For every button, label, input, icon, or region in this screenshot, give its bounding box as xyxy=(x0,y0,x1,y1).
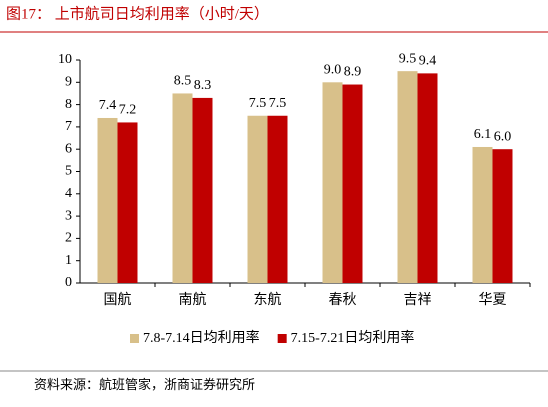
chart-title: 图17： 上市航司日均利用率（小时/天） xyxy=(6,5,269,22)
bar xyxy=(172,93,193,283)
value-label: 6.0 xyxy=(494,129,512,144)
bar xyxy=(322,82,343,283)
bar xyxy=(342,84,363,283)
bar xyxy=(472,146,493,283)
y-tick-label: 5 xyxy=(65,164,72,179)
value-label: 9.4 xyxy=(419,54,437,69)
value-label: 7.4 xyxy=(99,98,117,113)
y-tick-label: 3 xyxy=(65,208,72,223)
bar xyxy=(192,97,213,283)
bar xyxy=(267,115,288,283)
bar xyxy=(492,149,513,283)
value-label: 8.3 xyxy=(194,78,212,93)
y-tick-label: 6 xyxy=(65,141,72,156)
x-tick-label: 华夏 xyxy=(479,292,507,308)
y-tick-label: 2 xyxy=(65,231,72,246)
bar xyxy=(97,117,118,283)
bar xyxy=(247,115,268,283)
value-label: 7.2 xyxy=(119,103,137,118)
y-tick-label: 7 xyxy=(65,119,72,134)
source: 资料来源：航班管家，浙商证券研究所 xyxy=(34,377,255,392)
value-label: 7.5 xyxy=(249,96,267,111)
x-tick-label: 东航 xyxy=(254,292,282,308)
value-label: 6.1 xyxy=(474,127,492,142)
legend-swatch xyxy=(277,334,287,343)
x-tick-label: 吉祥 xyxy=(404,292,432,308)
x-tick-label: 春秋 xyxy=(329,292,357,308)
value-label: 9.5 xyxy=(399,51,417,66)
bar xyxy=(397,71,418,284)
y-tick-label: 9 xyxy=(65,75,72,90)
y-tick-label: 1 xyxy=(65,253,72,268)
y-tick-label: 10 xyxy=(58,52,72,67)
value-label: 9.0 xyxy=(324,63,342,78)
legend-label: 7.15-7.21日均利用率 xyxy=(291,329,415,346)
y-tick-label: 4 xyxy=(65,186,72,201)
bar xyxy=(417,73,438,283)
y-tick-label: 8 xyxy=(65,97,72,112)
x-tick-label: 南航 xyxy=(179,292,207,308)
value-label: 7.5 xyxy=(269,96,287,111)
x-tick-label: 国航 xyxy=(104,292,132,308)
value-label: 8.5 xyxy=(174,74,192,89)
y-tick-label: 0 xyxy=(65,275,72,290)
bar xyxy=(117,122,138,283)
legend-swatch xyxy=(130,334,139,343)
legend-label: 7.8-7.14日均利用率 xyxy=(143,329,260,346)
value-label: 8.9 xyxy=(344,65,362,80)
